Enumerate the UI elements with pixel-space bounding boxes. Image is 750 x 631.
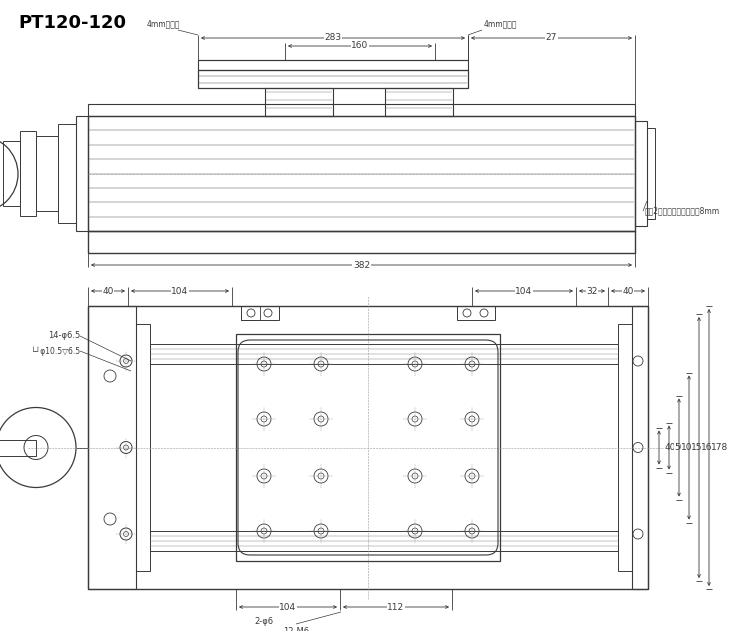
Bar bbox=[150, 531, 618, 551]
Bar bbox=[198, 70, 468, 88]
Bar bbox=[632, 306, 648, 589]
Text: 14-φ6.5: 14-φ6.5 bbox=[48, 331, 80, 341]
Bar bbox=[265, 88, 333, 116]
Bar bbox=[236, 334, 500, 561]
Bar bbox=[647, 128, 655, 219]
Text: 104: 104 bbox=[682, 443, 698, 452]
Bar bbox=[36, 136, 58, 211]
Text: 283: 283 bbox=[325, 33, 341, 42]
Bar bbox=[88, 116, 635, 231]
Text: └┘φ10.5▽6.5: └┘φ10.5▽6.5 bbox=[31, 346, 80, 356]
Text: 112: 112 bbox=[388, 603, 404, 611]
Bar bbox=[76, 116, 88, 231]
Text: 178: 178 bbox=[711, 443, 728, 452]
Bar bbox=[457, 306, 495, 320]
Bar bbox=[88, 231, 635, 253]
Text: 104: 104 bbox=[280, 603, 296, 611]
Bar bbox=[88, 104, 635, 116]
Text: 取掉2个缓冲垫行程可增加8mm: 取掉2个缓冲垫行程可增加8mm bbox=[645, 206, 720, 216]
Text: 12-M6: 12-M6 bbox=[283, 627, 309, 631]
Bar bbox=[136, 324, 150, 571]
Bar bbox=[635, 121, 647, 226]
Text: 104: 104 bbox=[515, 286, 532, 295]
Text: 4mm缓冲垫: 4mm缓冲垫 bbox=[146, 19, 180, 28]
Text: 160: 160 bbox=[351, 42, 369, 50]
Text: 104: 104 bbox=[172, 286, 188, 295]
Bar bbox=[58, 124, 76, 223]
Bar bbox=[88, 306, 648, 589]
Text: 382: 382 bbox=[353, 261, 370, 269]
Text: 50: 50 bbox=[674, 443, 686, 452]
Bar bbox=[385, 88, 453, 116]
Bar bbox=[0, 440, 36, 456]
Text: 32: 32 bbox=[586, 286, 598, 295]
Text: 164: 164 bbox=[701, 443, 718, 452]
Bar bbox=[198, 60, 468, 70]
Text: 4mm缓冲垫: 4mm缓冲垫 bbox=[483, 19, 517, 28]
Bar bbox=[88, 306, 136, 589]
Bar bbox=[241, 306, 260, 320]
Bar bbox=[150, 344, 618, 364]
Text: 2-φ6: 2-φ6 bbox=[254, 617, 274, 626]
Text: 40: 40 bbox=[102, 286, 114, 295]
Text: 40: 40 bbox=[622, 286, 634, 295]
Bar bbox=[20, 131, 36, 216]
Text: 40: 40 bbox=[664, 443, 676, 452]
Text: 27: 27 bbox=[546, 33, 557, 42]
Text: 150: 150 bbox=[692, 443, 709, 452]
Text: PT120-120: PT120-120 bbox=[18, 14, 126, 32]
Bar bbox=[241, 306, 279, 320]
Bar bbox=[618, 324, 632, 571]
Bar bbox=[3, 141, 20, 206]
